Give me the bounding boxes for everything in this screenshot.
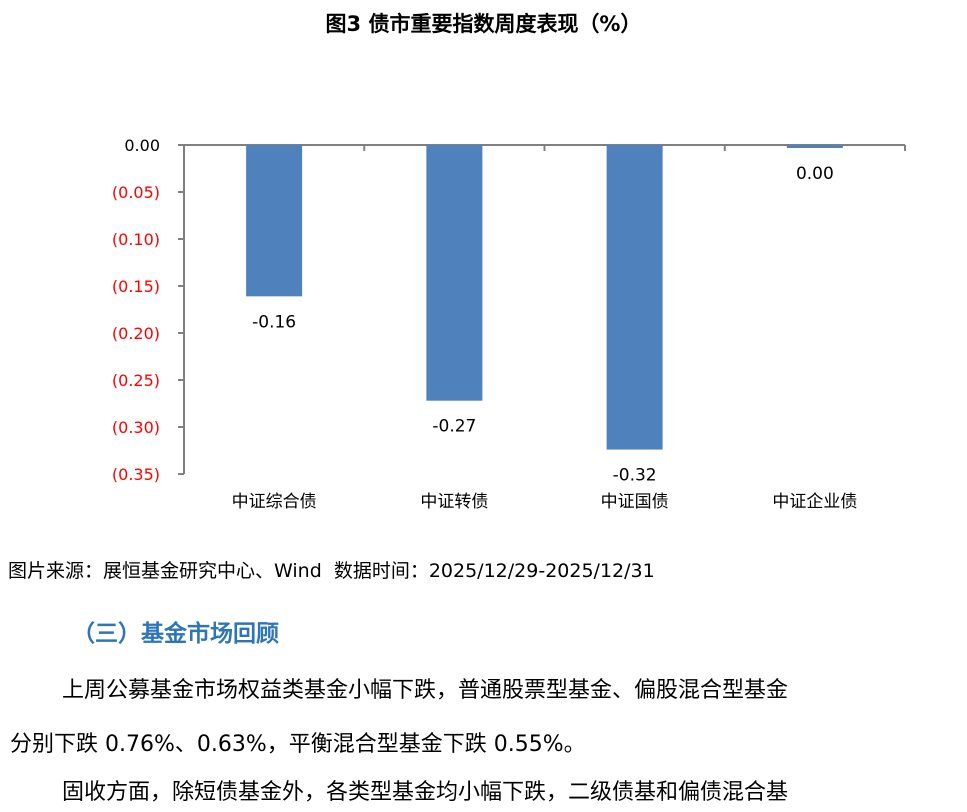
paragraph-line: 上周公募基金市场权益类基金小幅下跌，普通股票型基金、偏股混合型基金 bbox=[62, 678, 789, 703]
y-tick-label: (0.15) bbox=[112, 277, 160, 296]
chart-source: 图片来源：展恒基金研究中心、Wind 数据时间：2025/12/29-2025/… bbox=[8, 560, 655, 582]
data-label: -0.16 bbox=[252, 312, 296, 332]
bar bbox=[246, 145, 303, 297]
y-tick-label: (0.05) bbox=[112, 183, 160, 202]
y-tick-label: 0.00 bbox=[124, 136, 160, 155]
y-tick-label: (0.35) bbox=[112, 465, 160, 484]
x-tick-label: 中证国债 bbox=[601, 492, 669, 512]
bar bbox=[606, 145, 663, 450]
data-label: -0.32 bbox=[613, 466, 657, 486]
paragraph-line: 固收方面，除短债基金外，各类型基金均小幅下跌，二级债基和偏债混合基 bbox=[62, 780, 789, 805]
data-label: 0.00 bbox=[796, 164, 834, 184]
x-tick-label: 中证转债 bbox=[420, 492, 488, 512]
bar bbox=[426, 145, 483, 401]
bar bbox=[786, 145, 843, 148]
bar-chart: 0.00 (0.05) (0.10) (0.15) (0.20) (0.25) (0.30)… bbox=[112, 136, 906, 512]
paragraph-line: 分别下跌 0.76%、0.63%，平衡混合型基金下跌 0.55%。 bbox=[10, 732, 586, 757]
x-tick-label: 中证企业债 bbox=[772, 492, 857, 512]
y-tick-label: (0.10) bbox=[112, 230, 160, 249]
data-label: -0.27 bbox=[432, 417, 476, 437]
x-tick-label: 中证综合债 bbox=[232, 492, 317, 512]
chart-title: 图3 债市重要指数周度表现（%） bbox=[325, 12, 642, 36]
y-tick-label: (0.25) bbox=[112, 371, 160, 390]
section-heading: （三）基金市场回顾 bbox=[72, 621, 279, 647]
y-tick-label: (0.30) bbox=[112, 418, 160, 437]
y-tick-label: (0.20) bbox=[112, 324, 160, 343]
